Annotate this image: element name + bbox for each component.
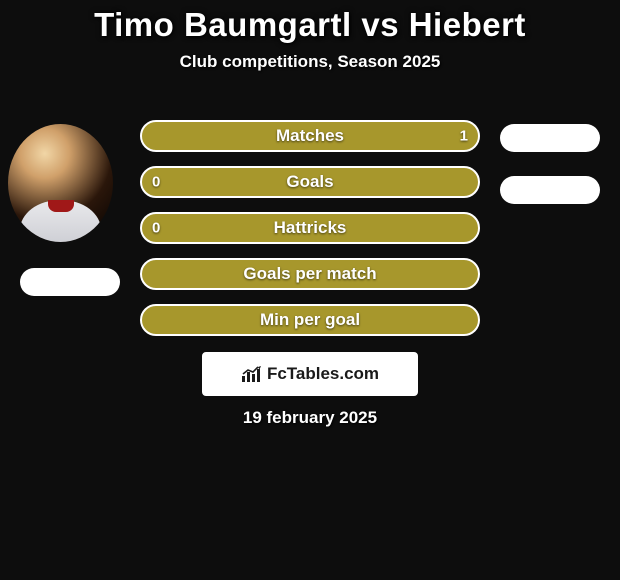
- stat-label: Matches: [276, 126, 344, 146]
- stat-label: Goals: [286, 172, 333, 192]
- brand-chart-icon: [241, 365, 263, 383]
- stat-label: Min per goal: [260, 310, 360, 330]
- stat-right-value: 1: [460, 128, 468, 145]
- stat-label: Goals per match: [243, 264, 376, 284]
- stat-label: Hattricks: [274, 218, 347, 238]
- stat-bar-matches: Matches 1: [140, 120, 480, 152]
- page-title: Timo Baumgartl vs Hiebert: [0, 0, 620, 44]
- date-caption: 19 february 2025: [0, 408, 620, 428]
- player-left-avatar: [8, 124, 113, 242]
- stat-bar-min-per-goal: Min per goal: [140, 304, 480, 336]
- player-right-avatar-pill: [500, 124, 600, 152]
- stat-left-value: 0: [152, 220, 160, 237]
- page-subtitle: Club competitions, Season 2025: [0, 52, 620, 72]
- brand-watermark: FcTables.com: [202, 352, 418, 396]
- stat-left-value: 0: [152, 174, 160, 191]
- player-right-name-pill: [500, 176, 600, 204]
- stats-bars: Matches 1 0 Goals 0 Hattricks Goals per …: [140, 120, 480, 350]
- player-left-name-pill: [20, 268, 120, 296]
- brand-text: FcTables.com: [267, 364, 379, 384]
- stat-bar-goals: 0 Goals: [140, 166, 480, 198]
- stat-bar-goals-per-match: Goals per match: [140, 258, 480, 290]
- stat-bar-hattricks: 0 Hattricks: [140, 212, 480, 244]
